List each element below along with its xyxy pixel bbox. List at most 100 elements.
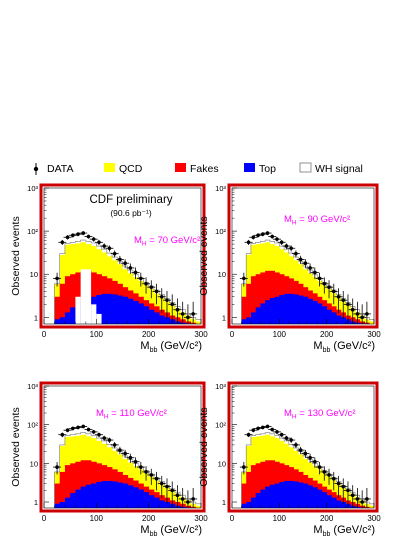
data-point: [355, 312, 360, 316]
data-point: [186, 315, 190, 320]
bar-top: [340, 317, 346, 324]
bar-top: [159, 315, 165, 324]
bar-top: [255, 493, 261, 508]
data-point: [365, 312, 369, 316]
signal-window: [75, 296, 81, 324]
data-point: [70, 233, 75, 238]
data-point: [298, 257, 303, 262]
legend-marker-dot: [33, 166, 39, 172]
bar-top: [331, 497, 337, 508]
data-point: [336, 481, 341, 486]
bar-fakes: [241, 296, 247, 324]
bar-top: [303, 483, 309, 508]
data-point: [346, 488, 350, 493]
bar-fakes: [80, 460, 87, 508]
data-point: [322, 470, 327, 474]
x-tick-label: 300: [194, 514, 208, 523]
bar-top: [70, 493, 76, 508]
data-point: [350, 493, 355, 498]
data-point: [118, 448, 122, 452]
data-point: [107, 438, 112, 442]
data-point: [289, 438, 293, 442]
bar-fakes: [269, 270, 275, 324]
data-point: [275, 237, 279, 241]
bar-top: [255, 307, 261, 324]
x-tick-label: 200: [320, 330, 334, 339]
data-point: [81, 231, 86, 235]
data-point: [133, 270, 138, 275]
data-point: [265, 424, 270, 429]
bar-top: [106, 480, 113, 508]
legend-label: Fakes: [190, 163, 219, 175]
bar-top: [153, 312, 160, 324]
data-point: [123, 451, 127, 456]
bar-fakes: [54, 483, 61, 508]
panel-1: 0 100 200 300 1 10 10² 10³ Observed events Mbb (G…: [10, 183, 208, 354]
data-point: [365, 497, 369, 501]
data-point: [165, 298, 169, 302]
bar-top: [260, 303, 266, 324]
y-tick-label: 10²: [215, 421, 226, 430]
legend-item-qcd: QCD: [104, 163, 143, 175]
data-point: [360, 315, 364, 320]
bar-top: [340, 502, 346, 508]
y-tick-label: 1: [34, 498, 38, 507]
bar-top: [112, 481, 118, 508]
x-tick-label: 100: [90, 330, 104, 339]
data-point: [279, 432, 284, 437]
data-point: [360, 500, 364, 504]
bar-top: [64, 497, 71, 508]
bar-fakes: [59, 283, 66, 324]
data-point: [303, 261, 308, 266]
bar-top: [85, 484, 92, 508]
bar-top: [80, 486, 87, 508]
bar-top: [336, 315, 342, 324]
plot-area: [239, 424, 374, 508]
bar-fakes: [70, 463, 76, 508]
data-point: [341, 298, 346, 302]
plot-area: [239, 231, 374, 324]
x-tick-label: 100: [90, 514, 104, 523]
x-tick-label: 0: [42, 330, 47, 339]
data-point: [170, 302, 175, 307]
data-point: [180, 312, 185, 316]
x-tick-label: 300: [194, 330, 208, 339]
data-point: [298, 448, 303, 452]
data-point: [144, 281, 148, 286]
series-wh-signal-outline: [241, 432, 374, 508]
bar-top: [132, 487, 139, 508]
bar-top: [321, 492, 328, 508]
data-point: [322, 281, 327, 286]
bar-top: [164, 502, 170, 508]
signal-window: [96, 313, 102, 324]
bar-top: [64, 312, 71, 324]
data-point: [128, 455, 133, 460]
data-point: [251, 428, 256, 432]
x-tick-label: 0: [42, 514, 47, 523]
y-tick-label: 10: [30, 270, 38, 279]
legend-swatch: [175, 163, 186, 172]
data-point: [251, 235, 256, 240]
legend-item-wh-signal: WH signal: [299, 162, 363, 175]
bar-top: [127, 298, 134, 324]
bar-top: [307, 298, 313, 324]
legend-swatch: [104, 163, 115, 172]
bar-top: [241, 503, 247, 508]
bar-top: [101, 293, 108, 324]
data-point: [294, 443, 298, 447]
bar-fakes: [255, 463, 261, 508]
bar-top: [246, 317, 252, 324]
bar-top: [106, 293, 113, 324]
data-point: [284, 244, 289, 248]
bar-top: [148, 309, 155, 324]
legend-label: DATA: [47, 163, 73, 175]
bar-top: [288, 480, 294, 508]
bar-fakes: [255, 274, 261, 324]
bar-top: [265, 300, 271, 324]
x-tick-label: 300: [367, 330, 381, 339]
data-point: [112, 443, 117, 447]
data-point: [97, 432, 101, 437]
bar-top: [307, 485, 313, 508]
data-point: [191, 497, 195, 501]
bar-fakes: [260, 461, 266, 508]
